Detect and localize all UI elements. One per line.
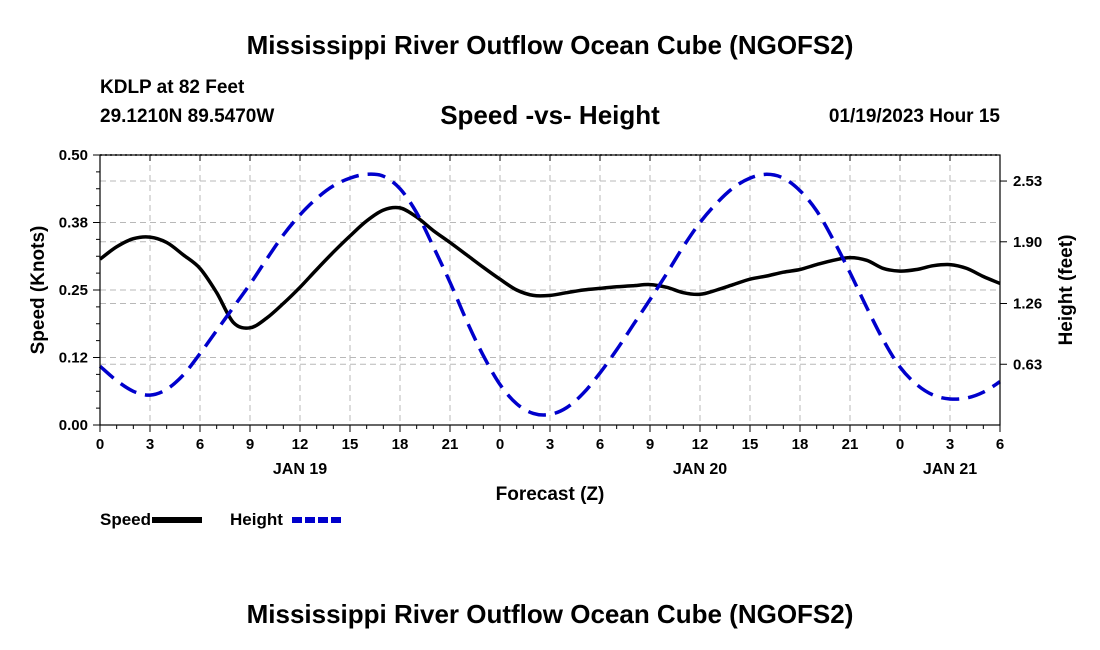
x-tick-label: 0	[96, 436, 104, 453]
x-tick-label: 15	[342, 436, 359, 453]
x-tick-label: 3	[546, 436, 554, 453]
y-right-tick-label: 1.26	[1013, 296, 1042, 313]
y-left-axis-title: Speed (Knots)	[28, 226, 49, 355]
y-right-tick-label: 1.90	[1013, 234, 1042, 251]
chart-title: Mississippi River Outflow Ocean Cube (NG…	[246, 30, 854, 60]
legend-label-height: Height	[230, 510, 283, 529]
axes: 0 3 6 9 12 15 18 21 0 3 6 9 12 15 18 21 0 3 6 JAN 19 JAN 20 J…	[28, 147, 1077, 505]
date-label: JAN 20	[673, 461, 727, 478]
x-tick-label: 21	[842, 436, 859, 453]
x-tick-label: 6	[596, 436, 604, 453]
x-tick-label: 21	[442, 436, 459, 453]
y-left-tick-label: 0.38	[59, 215, 88, 232]
y-left-tick-label: 0.12	[59, 350, 88, 367]
x-tick-label: 0	[496, 436, 504, 453]
y-right-tick-label: 0.63	[1013, 356, 1042, 373]
grid	[100, 155, 1000, 425]
chart-subtitle: Speed -vs- Height	[440, 100, 660, 130]
x-tick-label: 3	[946, 436, 954, 453]
x-tick-label: 9	[646, 436, 654, 453]
series-layer	[98, 172, 1001, 417]
x-axis-title: Forecast (Z)	[496, 484, 605, 505]
footer-title: Mississippi River Outflow Ocean Cube (NG…	[246, 599, 854, 629]
y-right-tick-label: 2.53	[1013, 173, 1042, 190]
x-tick-label: 9	[246, 436, 254, 453]
legend: Speed Height	[100, 510, 342, 529]
date-label: JAN 19	[273, 461, 327, 478]
y-left-tick-label: 0.25	[59, 282, 88, 299]
speed-series-line	[98, 205, 1001, 330]
height-series-line	[98, 172, 1001, 417]
legend-label-speed: Speed	[100, 510, 151, 529]
speed-height-chart: 0 3 6 9 12 15 18 21 0 3 6 9 12 15 18 21 0 3 6 JAN 19 JAN 20 J…	[28, 147, 1077, 529]
x-tick-label: 0	[896, 436, 904, 453]
x-tick-label: 6	[996, 436, 1004, 453]
y-left-tick-label: 0.00	[59, 417, 88, 434]
x-tick-label: 18	[792, 436, 809, 453]
y-left-tick-label: 0.50	[59, 147, 88, 164]
x-tick-label: 18	[392, 436, 409, 453]
x-tick-label: 3	[146, 436, 154, 453]
x-tick-label: 15	[742, 436, 759, 453]
x-tick-label: 12	[692, 436, 709, 453]
x-tick-label: 6	[196, 436, 204, 453]
forecast-timestamp: 01/19/2023 Hour 15	[828, 106, 1000, 127]
x-tick-label: 12	[292, 436, 309, 453]
y-right-axis-title: Height (feet)	[1056, 235, 1077, 346]
station-coordinates: 29.1210N 89.5470W	[100, 106, 275, 127]
station-label: KDLP at 82 Feet	[100, 77, 245, 98]
date-label: JAN 21	[923, 461, 977, 478]
